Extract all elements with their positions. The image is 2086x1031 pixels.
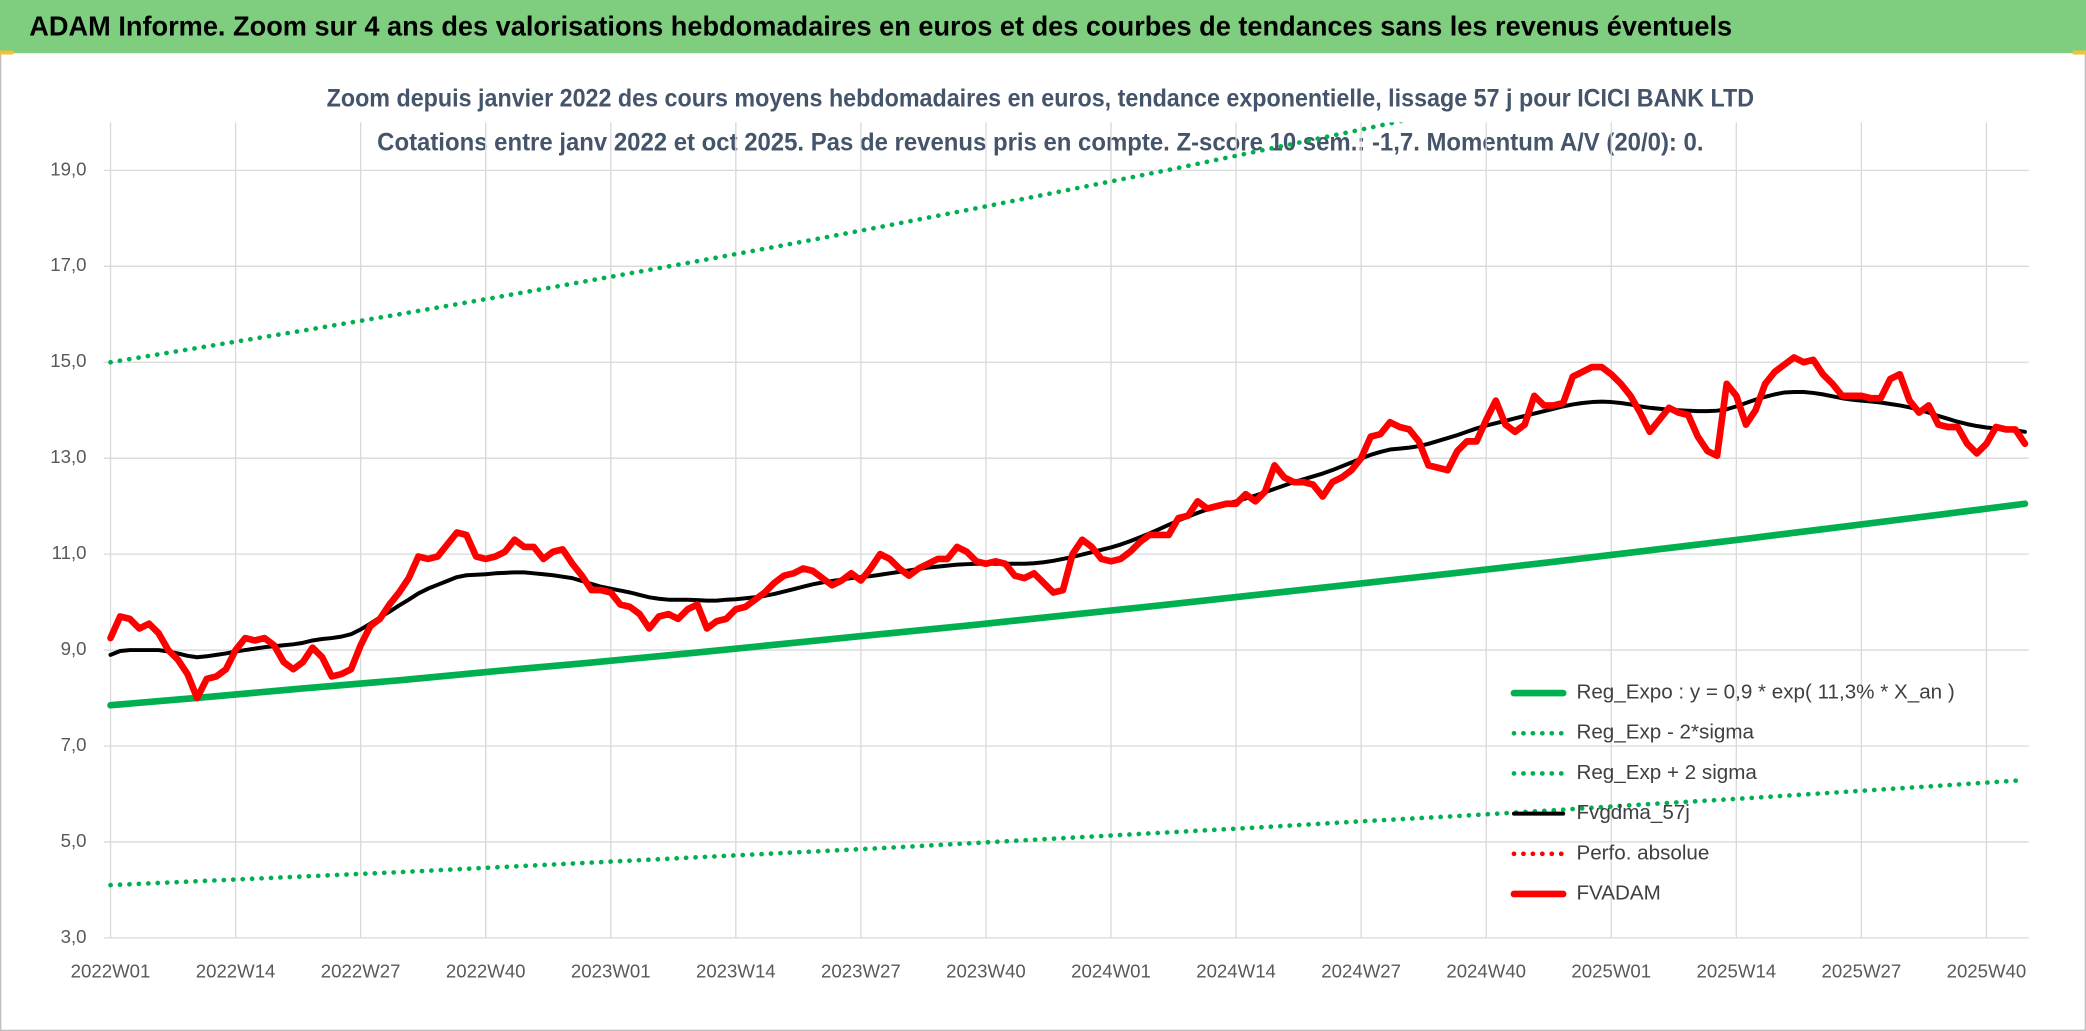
legend: Reg_Expo : y = 0,9 * exp( 11,3% * X_an )… bbox=[1510, 681, 1955, 904]
y-tick-label: 15,0 bbox=[50, 350, 86, 371]
x-tick-label: 2025W40 bbox=[1947, 960, 2027, 981]
legend-label: Reg_Exp + 2 sigma bbox=[1576, 761, 1757, 784]
series-line bbox=[108, 389, 2027, 660]
x-tick-label: 2022W40 bbox=[446, 960, 526, 981]
series-line bbox=[107, 500, 2029, 709]
x-tick-label: 2023W01 bbox=[571, 960, 651, 981]
y-tick-label: 5,0 bbox=[61, 830, 87, 851]
y-tick-label: 11,0 bbox=[52, 542, 87, 563]
x-tick-label: 2025W14 bbox=[1696, 960, 1776, 981]
x-tick-label: 2022W14 bbox=[196, 960, 276, 981]
corner-accent bbox=[2072, 50, 2086, 55]
x-tick-label: 2023W14 bbox=[696, 960, 776, 981]
legend-label: Perfo. absolue bbox=[1576, 841, 1709, 864]
x-tick-label: 2024W27 bbox=[1321, 960, 1401, 981]
legend-label: FVADAM bbox=[1576, 881, 1660, 904]
x-tick-label: 2022W01 bbox=[71, 960, 151, 981]
y-tick-label: 7,0 bbox=[61, 734, 87, 755]
x-tick-label: 2024W40 bbox=[1446, 960, 1526, 981]
legend-label: Fvgdma_57j bbox=[1576, 801, 1689, 824]
y-tick-label: 19,0 bbox=[50, 158, 86, 179]
plot-area bbox=[107, 122, 2029, 888]
y-tick-label: 9,0 bbox=[61, 638, 87, 659]
x-tick-label: 2024W01 bbox=[1071, 960, 1151, 981]
x-tick-label: 2025W27 bbox=[1822, 960, 1902, 981]
x-tick-label: 2022W27 bbox=[321, 960, 401, 981]
x-tick-label: 2024W14 bbox=[1196, 960, 1276, 981]
legend-label: Reg_Expo : y = 0,9 * exp( 11,3% * X_an ) bbox=[1576, 681, 1954, 704]
header-title: ADAM Informe. Zoom sur 4 ans des valoris… bbox=[29, 10, 1732, 41]
x-tick-label: 2025W01 bbox=[1571, 960, 1651, 981]
corner-accent bbox=[0, 50, 14, 55]
y-tick-label: 13,0 bbox=[50, 446, 86, 467]
series-line bbox=[107, 354, 2029, 702]
grid: 3,0 5,0 7,0 9,0 11,0 13,0 15,0 17,0 19,0 2022W01 2… bbox=[50, 122, 2029, 981]
chart-title: Zoom depuis janvier 2022 des cours moyen… bbox=[327, 84, 1754, 112]
header-bar bbox=[0, 0, 2086, 54]
chart-subtitle: Cotations entre janv 2022 et oct 2025. P… bbox=[377, 128, 1703, 156]
y-tick-label: 3,0 bbox=[61, 926, 87, 947]
legend-label: Reg_Exp - 2*sigma bbox=[1576, 721, 1754, 744]
y-tick-label: 17,0 bbox=[50, 254, 86, 275]
series-line bbox=[108, 777, 2028, 888]
x-tick-label: 2023W40 bbox=[946, 960, 1026, 981]
x-tick-label: 2023W27 bbox=[821, 960, 901, 981]
